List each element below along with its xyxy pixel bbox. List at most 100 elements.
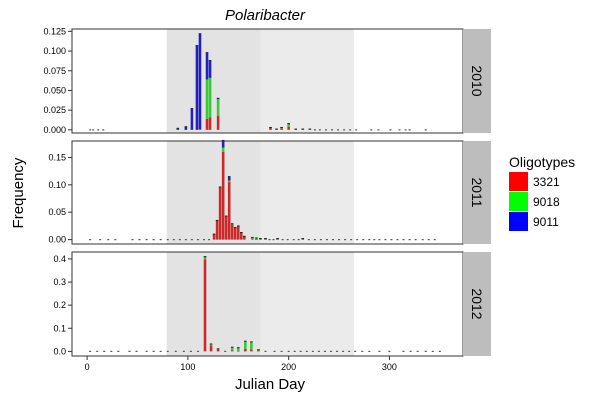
zero-sample-mark xyxy=(388,350,391,352)
y-tick-label: 0.100 xyxy=(43,46,66,56)
zero-sample-mark xyxy=(286,239,289,241)
x-tick-label: 100 xyxy=(180,362,195,372)
zero-sample-mark xyxy=(273,350,276,352)
zero-sample-mark xyxy=(329,350,332,352)
zero-sample-mark xyxy=(416,350,419,352)
bar-top-cap xyxy=(269,126,272,128)
bar-3321 xyxy=(216,115,220,130)
zero-sample-mark xyxy=(96,350,99,352)
bar-9018 xyxy=(230,347,234,351)
bar-top-cap xyxy=(236,225,240,227)
bar-top-cap xyxy=(255,237,258,239)
zero-sample-mark xyxy=(281,239,284,241)
bar-9018 xyxy=(205,79,209,119)
y-tick-label: 0.15 xyxy=(48,152,66,162)
bar-9011 xyxy=(208,60,212,78)
bar-3321 xyxy=(280,128,283,130)
zero-sample-mark xyxy=(332,239,335,241)
y-tick-label: 0.075 xyxy=(43,66,66,76)
zero-sample-mark xyxy=(128,350,131,352)
bar-top-cap xyxy=(244,340,247,342)
zero-sample-mark xyxy=(338,239,341,241)
bar-top-cap xyxy=(184,126,188,128)
zero-sample-mark xyxy=(398,129,401,131)
bar-9011 xyxy=(221,140,225,148)
bar-top-cap xyxy=(294,128,298,130)
bar-9018 xyxy=(251,237,254,239)
zero-sample-mark xyxy=(396,239,399,241)
facet-strip-label: 2011 xyxy=(469,177,485,207)
zero-sample-mark xyxy=(408,239,411,241)
bar-top-cap xyxy=(287,123,290,125)
zero-sample-mark xyxy=(89,350,92,352)
bar-9018 xyxy=(236,347,240,351)
bar-3321 xyxy=(255,239,258,240)
zero-sample-mark xyxy=(390,239,393,241)
x-axis: 0 100 200 300 xyxy=(85,356,397,372)
zero-sample-mark xyxy=(361,350,364,352)
zero-sample-mark xyxy=(402,350,405,352)
zero-sample-mark xyxy=(348,350,351,352)
zero-sample-mark xyxy=(268,239,271,241)
bar-9011 xyxy=(176,128,180,130)
zero-sample-mark xyxy=(89,239,92,241)
zero-sample-mark xyxy=(313,239,316,241)
bar-3321 xyxy=(198,129,202,130)
legend-label-9011: 9011 xyxy=(533,215,559,229)
zero-sample-mark xyxy=(317,350,320,352)
bar-top-cap xyxy=(276,238,279,240)
bar-3321 xyxy=(251,238,254,240)
bar-3321 xyxy=(209,345,213,352)
bar-top-cap xyxy=(301,128,305,130)
bar-3321 xyxy=(264,239,267,240)
zero-sample-mark xyxy=(182,350,185,352)
facet-strip-label: 2010 xyxy=(469,65,485,96)
bar-top-cap xyxy=(195,45,199,47)
bar-9011 xyxy=(195,45,199,130)
bar-3321 xyxy=(216,349,220,352)
zero-sample-mark xyxy=(145,350,148,352)
x-axis-title: Julian Day xyxy=(235,376,306,393)
y-tick-label: 0.0 xyxy=(53,346,66,356)
legend-label-3321: 3321 xyxy=(533,175,560,189)
bar-3321 xyxy=(208,117,212,130)
bar-3321 xyxy=(287,126,290,130)
y-tick-label: 0.050 xyxy=(43,85,66,95)
shaded-period-2 xyxy=(260,29,355,133)
bar-9011 xyxy=(205,52,209,80)
zero-sample-mark xyxy=(431,350,434,352)
bar-3321 xyxy=(218,187,222,240)
bar-top-cap xyxy=(216,348,220,350)
bar-top-cap xyxy=(264,238,267,240)
zero-sample-mark xyxy=(97,129,100,131)
zero-sample-mark xyxy=(138,239,141,241)
zero-sample-mark xyxy=(280,350,283,352)
zero-sample-mark xyxy=(362,239,365,241)
zero-sample-mark xyxy=(196,239,199,241)
zero-sample-mark xyxy=(377,129,380,131)
bar-9018 xyxy=(208,77,212,118)
bar-9018 xyxy=(216,99,220,116)
bar-3321 xyxy=(243,236,246,240)
zero-sample-mark xyxy=(414,239,417,241)
x-tick-label: 200 xyxy=(281,362,296,372)
bar-3321 xyxy=(215,220,219,240)
zero-sample-mark xyxy=(264,350,267,352)
bar-9018 xyxy=(250,341,253,350)
bar-3321 xyxy=(230,224,234,240)
bar-3321 xyxy=(205,118,209,130)
bar-top-cap xyxy=(215,219,219,221)
zero-sample-mark xyxy=(152,350,155,352)
zero-sample-mark xyxy=(378,350,381,352)
zero-sample-mark xyxy=(324,129,327,131)
shaded-period-1 xyxy=(166,141,261,244)
zero-sample-mark xyxy=(424,350,427,352)
y-tick-label: 0.125 xyxy=(43,26,66,36)
bar-top-cap xyxy=(275,128,278,130)
bar-3321 xyxy=(259,239,262,240)
zero-sample-mark xyxy=(189,350,192,352)
zero-sample-mark xyxy=(172,239,175,241)
zero-sample-mark xyxy=(102,129,105,131)
zero-sample-mark xyxy=(166,239,169,241)
